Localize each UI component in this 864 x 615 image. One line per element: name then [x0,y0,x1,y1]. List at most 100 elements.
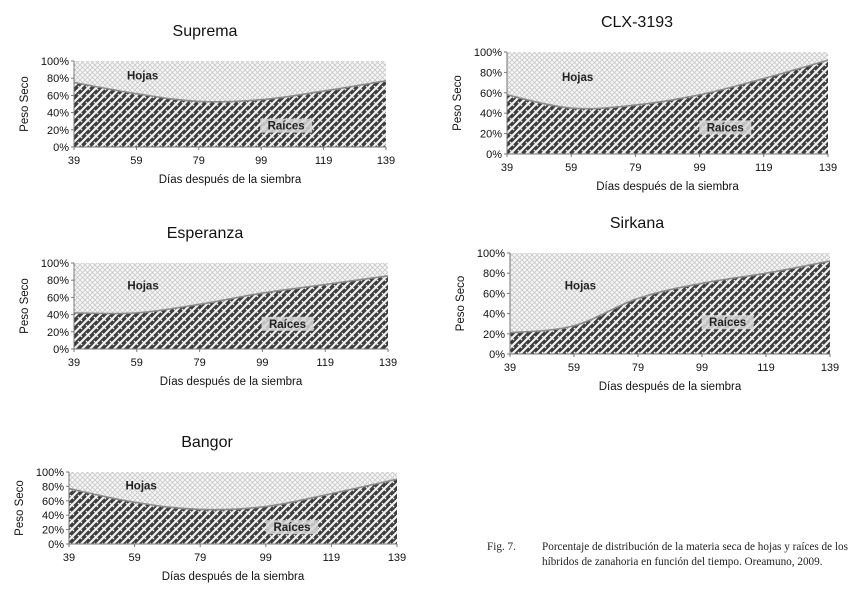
bangor-x-tick-label: 139 [388,552,406,564]
suprema-x-tick-label: 59 [130,155,142,167]
clx-3193-x-tick-label: 39 [501,162,513,174]
suprema-x-tick-label: 79 [193,155,205,167]
clx-3193-y-tick-label: 80% [480,67,502,79]
bangor-y-tick-label: 20% [42,525,64,537]
esperanza-y-tick-label: 40% [47,310,69,322]
bangor-label-hojas: Hojas [125,481,156,493]
esperanza-label-raices: Raíces [269,319,306,331]
bangor-y-axis-label: Peso Seco [14,480,26,536]
suprema-x-tick-label: 99 [255,155,267,167]
clx-3193-x-tick-label: 99 [693,162,705,174]
esperanza-y-tick-label: 60% [47,292,69,304]
esperanza-y-tick-label: 20% [47,327,69,339]
sirkana-y-axis-label: Peso Seco [455,276,467,332]
sirkana-x-tick-label: 99 [696,362,708,374]
sirkana-y-tick-label: 100% [477,248,505,260]
chart-esperanza: Esperanza 0% 20% 40% 60% 80% 100% 39 59 79 99 119 13… [0,215,430,395]
esperanza-x-tick-label: 119 [316,357,334,369]
esperanza-label-raices-bg [261,316,314,331]
esperanza-x-tick-label: 39 [68,357,80,369]
clx-3193-x-tick-label: 79 [629,162,641,174]
suprema-y-tick-label: 80% [47,73,69,85]
sirkana-x-tick-label: 119 [757,362,775,374]
suprema-x-tick-label: 39 [68,155,80,167]
bangor-x-tick-label: 39 [63,552,75,564]
sirkana-y-tick-label: 40% [483,309,505,321]
suprema-y-tick-label: 20% [47,125,69,137]
bangor-y-tick-label: 40% [42,510,64,522]
bangor-x-tick-label: 79 [194,552,206,564]
bangor-y-tick-label: 80% [42,481,64,493]
sirkana-x-tick-label: 79 [632,362,644,374]
sirkana-y-tick-label: 80% [483,268,505,280]
clx-3193-x-tick-label: 139 [819,162,837,174]
esperanza-boundary-line [73,275,389,315]
clx-3193-y-tick-label: 20% [480,129,502,141]
clx-3193-boundary-line [506,59,829,110]
chart-clx-3193-svg: CLX-3193 0% 20% 40% 60% 80% 100% 39 59 79 99 119 139… [452,14,837,193]
sirkana-label-hojas: Hojas [565,281,596,293]
sirkana-label-raices-bg [701,315,754,330]
esperanza-x-tick-label: 79 [193,357,205,369]
bangor-x-tick-label: 99 [260,552,272,564]
sirkana-y-tick-label: 20% [483,329,505,341]
bangor-title: Bangor [181,434,233,451]
esperanza-y-tick-label: 0% [53,344,69,356]
chart-suprema: Suprema 0% 20% 40% 60% 80% 100% 39 59 79 99 119 139 D… [0,0,430,200]
clx-3193-label-raices-bg [699,120,752,135]
sirkana-title: Sirkana [610,215,664,232]
suprema-y-tick-label: 100% [41,56,69,68]
suprema-boundary-line [73,79,387,103]
sirkana-x-axis-label: Días después de la siembra [599,381,742,393]
clx-3193-x-tick-label: 119 [755,162,773,174]
chart-sirkana-svg: Sirkana 0% 20% 40% 60% 80% 100% 39 59 79 99 119 139 D… [455,215,839,393]
sirkana-x-tick-label: 39 [504,362,516,374]
figure-number: Fig. 7. [487,541,516,553]
suprema-y-tick-label: 40% [47,108,69,120]
clx-3193-label-hojas: Hojas [562,72,593,84]
clx-3193-y-tick-label: 40% [480,108,502,120]
bangor-x-tick-label: 119 [323,552,341,564]
chart-clx-3193: CLX-3193 0% 20% 40% 60% 80% 100% 39 59 79 99 119 139… [432,0,864,200]
suprema-y-axis-label: Peso Seco [19,76,31,132]
clx-3193-y-axis-label: Peso Seco [452,75,464,131]
chart-suprema-svg: Suprema 0% 20% 40% 60% 80% 100% 39 59 79 99 119 139 D… [19,23,395,186]
clx-3193-label-raices: Raíces [707,122,744,134]
bangor-y-tick-label: 60% [42,496,64,508]
sirkana-x-tick-label: 59 [568,362,580,374]
suprema-x-tick-label: 139 [377,155,395,167]
chart-sirkana: Sirkana 0% 20% 40% 60% 80% 100% 39 59 79 99 119 139 D… [432,210,864,400]
suprema-y-tick-label: 0% [53,142,69,154]
sirkana-boundary-line [509,260,831,334]
chart-esperanza-svg: Esperanza 0% 20% 40% 60% 80% 100% 39 59 79 99 119 13… [19,225,397,388]
sirkana-area-raices [510,261,830,354]
esperanza-label-hojas: Hojas [127,280,158,292]
sirkana-y-tick-label: 0% [489,349,505,361]
esperanza-x-tick-label: 99 [256,357,268,369]
clx-3193-title: CLX-3193 [601,14,673,31]
bangor-y-tick-label: 100% [36,467,64,479]
suprema-label-hojas: Hojas [127,71,158,83]
suprema-x-tick-label: 119 [315,155,333,167]
esperanza-x-tick-label: 59 [131,357,143,369]
esperanza-x-axis-label: Días después de la siembra [160,376,303,388]
suprema-label-raices: Raíces [268,121,305,133]
esperanza-y-tick-label: 80% [47,275,69,287]
chart-bangor: Bangor 0% 20% 40% 60% 80% 100% 39 59 79 99 119 139 Dí… [0,425,430,610]
sirkana-x-tick-label: 139 [821,362,839,374]
bangor-x-tick-label: 59 [128,552,140,564]
esperanza-y-tick-label: 100% [41,258,69,270]
clx-3193-y-tick-label: 100% [474,47,502,59]
bangor-label-raices: Raíces [273,522,310,534]
bangor-label-raices-bg [266,520,319,535]
clx-3193-x-axis-label: Días después de la siembra [596,181,739,193]
bangor-boundary-line [68,478,398,511]
esperanza-y-axis-label: Peso Seco [19,278,31,334]
esperanza-x-tick-label: 139 [379,357,397,369]
suprema-y-tick-label: 60% [47,90,69,102]
sirkana-y-tick-label: 60% [483,288,505,300]
clx-3193-x-tick-label: 59 [565,162,577,174]
bangor-x-axis-label: Días después de la siembra [162,571,305,583]
suprema-x-axis-label: Días después de la siembra [159,174,302,186]
sirkana-label-raices: Raíces [709,317,746,329]
